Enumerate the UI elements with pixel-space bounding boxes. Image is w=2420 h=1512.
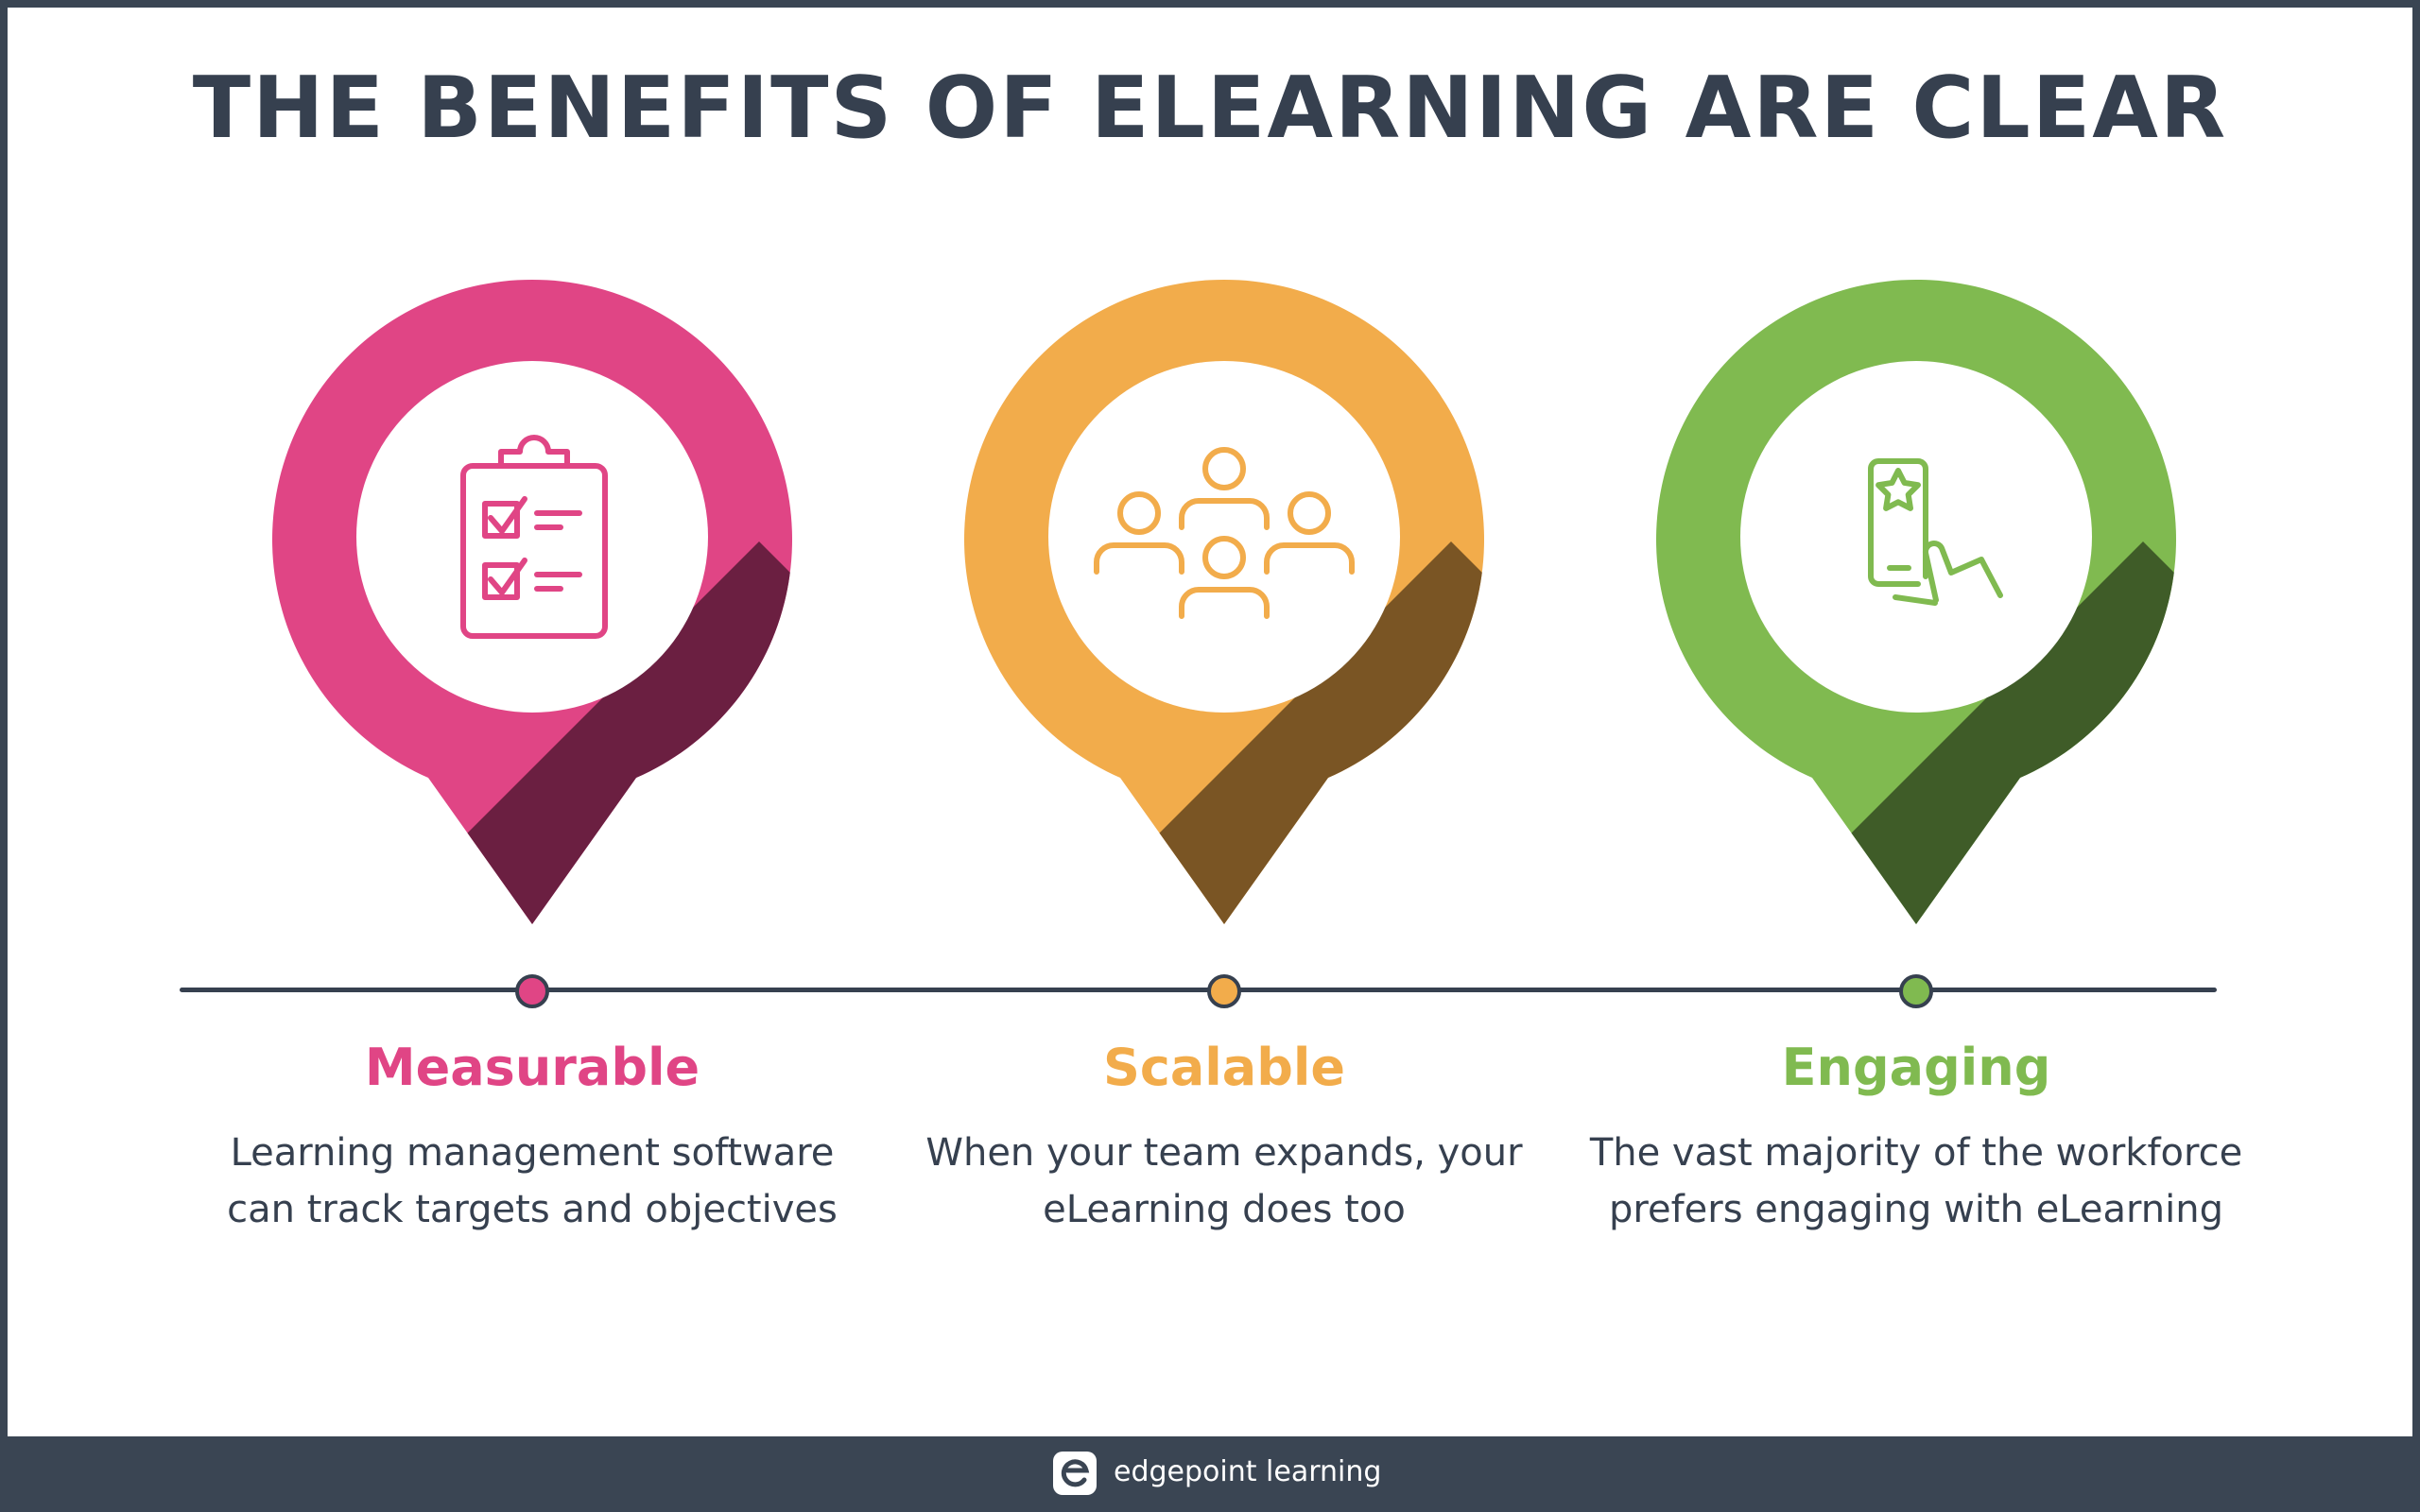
- clipboard-checklist-icon: [460, 435, 608, 639]
- engaging-pin: [1656, 279, 2176, 924]
- team-people-icon: [1094, 447, 1355, 619]
- page-title: THE BENEFITS OF ELEARNING ARE CLEAR: [192, 59, 2228, 158]
- engaging-title: Engaging: [1781, 1038, 2051, 1097]
- measurable-description: Learning management software can track t…: [227, 1131, 838, 1231]
- scalable-title: Scalable: [1102, 1038, 1346, 1097]
- scalable-pin: [964, 279, 1484, 924]
- timeline-line: [180, 988, 2217, 992]
- phone-star-tap-icon: [1868, 458, 2003, 606]
- footer-bar: edgepoint learning: [0, 1436, 2420, 1512]
- engaging-description: The vast majority of the workforce prefe…: [1589, 1131, 2243, 1231]
- scalable-description: When your team expands, your eLearning d…: [925, 1131, 1523, 1231]
- measurable-title: Measurable: [364, 1038, 700, 1097]
- measurable-pin: [271, 279, 792, 924]
- timeline-dot-engaging: [1899, 974, 1933, 1008]
- timeline-dot-measurable: [515, 974, 549, 1008]
- edgepoint-logo-icon: [1053, 1452, 1097, 1495]
- footer-brand[interactable]: edgepoint learning: [1114, 1455, 1382, 1488]
- timeline-dot-scalable: [1207, 974, 1241, 1008]
